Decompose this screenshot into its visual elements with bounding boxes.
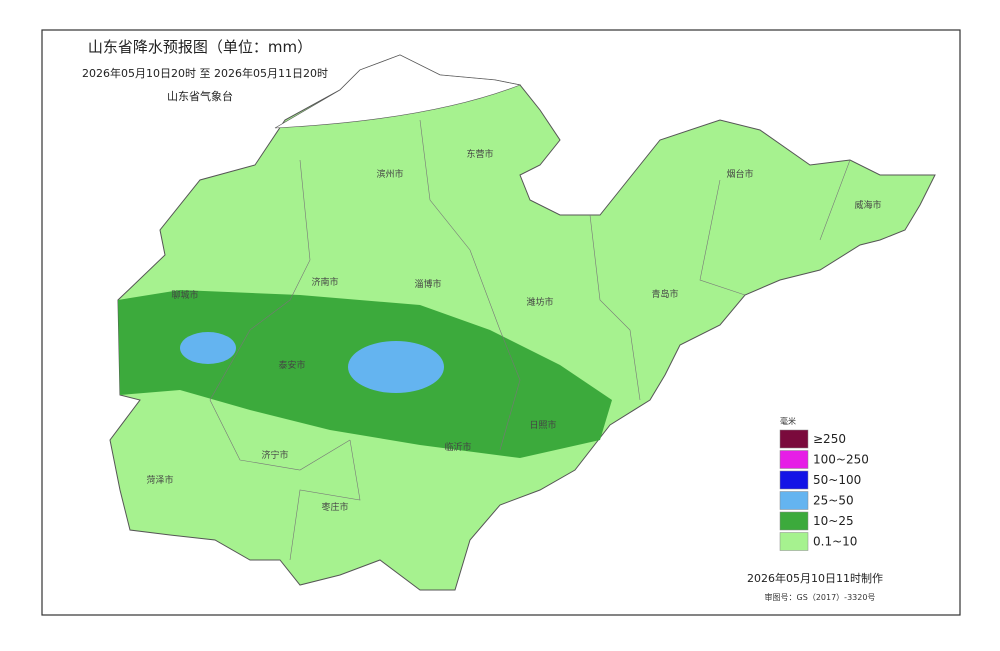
legend-label: 100~250	[813, 453, 869, 467]
frame	[41, 29, 961, 616]
rain-25-50-area	[180, 332, 236, 364]
city-label: 菏泽市	[146, 474, 173, 486]
approval-number: 审图号：GS（2017）-3320号	[765, 592, 876, 602]
legend-swatch	[779, 532, 809, 551]
rain-25-50-area	[348, 341, 444, 393]
city-label: 泰安市	[278, 359, 305, 371]
city-label: 烟台市	[726, 168, 753, 180]
legend-swatch	[779, 450, 809, 469]
legend-label: 25~50	[813, 494, 854, 508]
legend-label: ≥250	[813, 432, 846, 446]
city-label: 济南市	[311, 276, 338, 288]
period: 2026年05月10日20时 至 2026年05月11日20时	[82, 66, 328, 80]
legend-swatch	[779, 491, 809, 510]
city-borders	[209, 119, 851, 561]
city-label: 济宁市	[261, 449, 288, 461]
legend-swatch	[779, 470, 809, 490]
made-time: 2026年05月10日11时制作	[747, 571, 883, 585]
city-label: 日照市	[529, 419, 556, 431]
legend-label: 0.1~10	[813, 535, 857, 549]
legend-swatch	[779, 511, 809, 531]
no-rain-area	[274, 54, 522, 129]
title: 山东省降水预报图（单位：mm）	[88, 38, 312, 56]
city-label: 潍坊市	[526, 296, 553, 308]
legend-label: 10~25	[813, 514, 854, 528]
city-label: 青岛市	[651, 288, 678, 300]
city-label: 临沂市	[444, 441, 471, 453]
city-label: 聊城市	[171, 289, 198, 301]
city-label: 滨州市	[376, 168, 403, 180]
city-label: 威海市	[854, 199, 881, 211]
city-label: 东营市	[466, 148, 493, 160]
legend-label: 50~100	[813, 473, 861, 487]
city-label: 淄博市	[414, 278, 441, 290]
city-label: 枣庄市	[321, 501, 348, 513]
issuer: 山东省气象台	[167, 89, 233, 103]
legend-swatch	[779, 429, 809, 449]
legend-title: 毫米	[780, 416, 796, 426]
legend: 毫米 ≥250 100~250 50~100 25~50 10~25 0.1~10	[779, 416, 869, 551]
